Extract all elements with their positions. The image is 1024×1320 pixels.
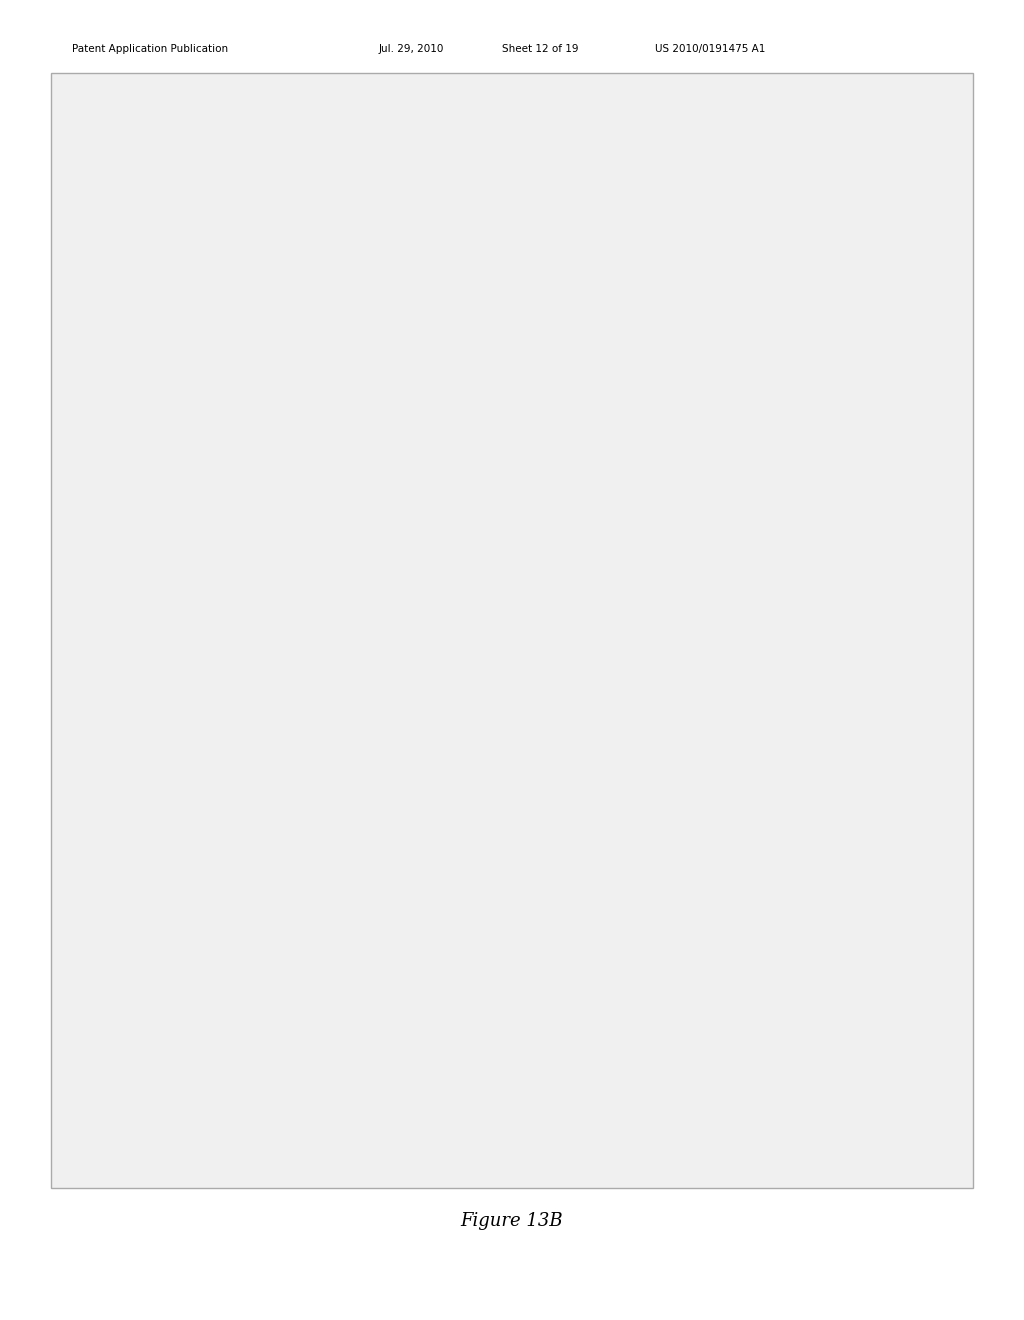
Text: Patent Application Publication: Patent Application Publication [72, 44, 227, 54]
Text: Sheet 12 of 19: Sheet 12 of 19 [502, 44, 579, 54]
Text: Jul. 29, 2010: Jul. 29, 2010 [379, 44, 444, 54]
Text: US 2010/0191475 A1: US 2010/0191475 A1 [655, 44, 766, 54]
Text: Figure 13B: Figure 13B [461, 1212, 563, 1230]
